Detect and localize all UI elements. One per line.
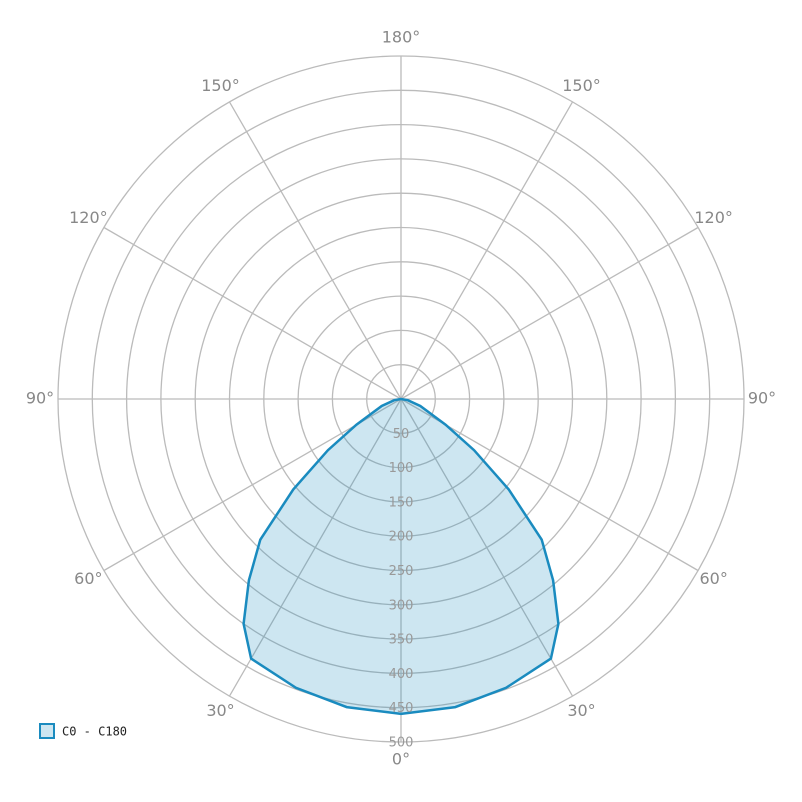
grid-spoke: [400, 226, 699, 400]
angle-label: 60°: [699, 569, 727, 588]
grid-spoke: [103, 226, 402, 400]
r-tick-label: 250: [389, 564, 414, 579]
legend-label: C0 - C180: [62, 725, 127, 739]
r-tick-label: 100: [389, 461, 414, 476]
r-tick-label: 500: [389, 736, 414, 751]
grid-spoke: [228, 101, 402, 400]
grid-spoke: [228, 398, 402, 697]
r-tick-label: 150: [389, 495, 414, 510]
r-tick-label: 50: [393, 427, 410, 442]
legend-swatch: [39, 723, 55, 739]
r-tick-label: 200: [389, 530, 414, 545]
intensity-curve: [242, 397, 560, 716]
r-tick-label: 350: [389, 633, 414, 648]
angle-label: 120°: [69, 208, 108, 227]
r-tick-label: 400: [389, 667, 414, 682]
angle-label: 90°: [748, 389, 776, 408]
angle-label: 30°: [206, 701, 234, 720]
grid-spoke: [400, 101, 574, 400]
angle-label: 150°: [562, 76, 601, 95]
angle-label: 0°: [392, 750, 410, 769]
angle-label: 150°: [201, 76, 240, 95]
angle-label: 180°: [382, 28, 421, 47]
angle-label: 60°: [74, 569, 102, 588]
grid-spoke: [400, 398, 574, 697]
r-tick-label: 450: [389, 701, 414, 716]
angle-label: 90°: [26, 389, 54, 408]
angle-label: 120°: [694, 208, 733, 227]
r-tick-label: 300: [389, 598, 414, 613]
angle-label: 30°: [567, 701, 595, 720]
